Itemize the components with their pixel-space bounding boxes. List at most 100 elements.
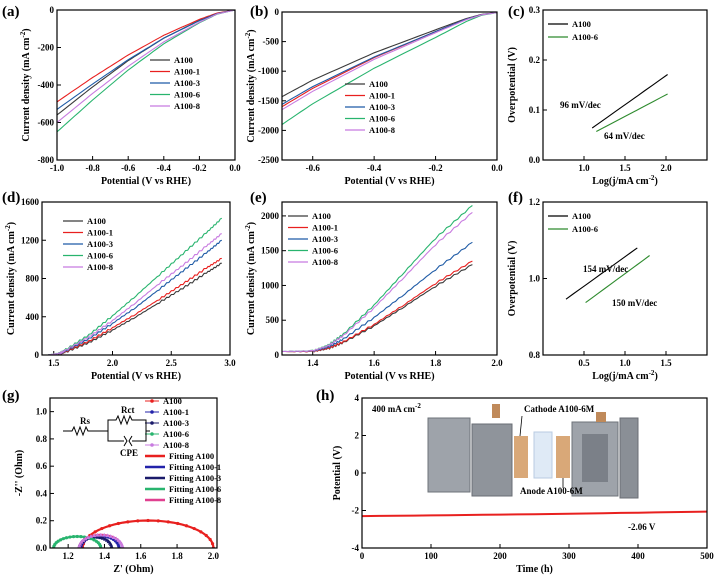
legend-label: A100-1 <box>369 91 395 101</box>
panel-c: (c) 1.0 1.5 2.0 0.0 0.1 0.2 0.3 Log(j/mA cm-2) Ov… <box>507 4 708 187</box>
y-tick-label: 0 <box>35 350 40 360</box>
legend-label: A100 <box>163 396 182 406</box>
y-tick-label: -2 <box>352 506 360 516</box>
data-point-A100-8 <box>88 534 93 538</box>
legend-label: A100-1 <box>174 67 200 77</box>
y-tick-label: 0 <box>275 7 280 17</box>
legend-label: A100-6 <box>163 429 189 439</box>
data-point-A100-8 <box>105 533 110 538</box>
legend-label: Fitting A100 <box>169 451 214 461</box>
y-tick-label: -1500 <box>258 96 279 106</box>
legend-label: Fitting A100-1 <box>169 462 221 472</box>
anode-electrode <box>556 436 570 478</box>
x-axis-title: Time (h) <box>516 564 553 575</box>
x-tick-label: -0.2 <box>428 163 443 173</box>
y-axis-title: Overpotential (V) <box>507 47 518 123</box>
legend-label: A100-3 <box>163 418 189 428</box>
circuit-label: CPE <box>120 448 138 458</box>
y-tick-label: 1600 <box>21 197 40 207</box>
data-point-A100-8 <box>98 532 103 537</box>
legend-label: A100-6 <box>87 251 113 261</box>
y-tick-label: 2 <box>355 431 360 441</box>
x-tick-label: 1.2 <box>63 551 75 561</box>
x-tick-label: -0.8 <box>85 163 100 173</box>
legend-label: A100 <box>87 216 106 226</box>
data-point-A100-6 <box>75 534 79 539</box>
x-tick-label: 2.0 <box>491 358 503 368</box>
data-point-A100-8 <box>92 533 97 538</box>
y-tick-label: 0.6 <box>36 461 48 471</box>
legend-label: A100-1 <box>163 407 189 417</box>
data-point-A100-8 <box>114 536 119 541</box>
series-line-A100-6 <box>596 93 668 132</box>
x-tick-label: 0.0 <box>491 163 503 173</box>
y-tick-label: 0.2 <box>529 55 541 65</box>
legend-label: A100-1 <box>312 223 338 233</box>
legend-label: Fitting A100-6 <box>169 484 221 494</box>
legend: A100 A100-6 <box>548 19 598 42</box>
data-point-A100-3 <box>109 544 114 548</box>
plot-area <box>591 74 668 132</box>
data-point-A100 <box>184 524 189 528</box>
x-tick-label: -0.2 <box>192 163 207 173</box>
y-tick-label: 400 <box>26 312 40 322</box>
circuit-label: Rs <box>80 416 90 426</box>
y-tick-label: 800 <box>26 274 40 284</box>
plot-area <box>565 247 650 304</box>
plot-frame <box>542 201 708 356</box>
x-tick-label: -0.6 <box>306 163 321 173</box>
current-annotation: 400 mA cm-2 <box>372 402 421 414</box>
x-tick-label: 0.0 <box>229 163 241 173</box>
series-line-A100 <box>565 247 638 300</box>
data-point-A100-3 <box>102 536 107 541</box>
legend-marker <box>150 399 154 403</box>
data-point-A100-3 <box>98 535 103 540</box>
series-line-A100-8 <box>282 12 497 111</box>
x-tick-label: 400 <box>631 551 645 561</box>
x-tick-label: 0.5 <box>578 358 590 368</box>
data-point-A100-8 <box>86 535 91 540</box>
legend-label: A100-6 <box>174 90 200 100</box>
y-axis-title: Current density (mA cm-2) <box>4 222 17 335</box>
panel-label: (d) <box>2 190 20 206</box>
x-tick-label: 2.5 <box>166 358 178 368</box>
legend-label: A100 <box>572 211 591 221</box>
plot-area <box>52 518 215 548</box>
data-point-A100 <box>199 530 203 534</box>
data-point-A100-6 <box>68 535 72 539</box>
plot-frame <box>361 397 708 549</box>
legend-label: A100-8 <box>163 440 189 450</box>
series-line-A100-8 <box>57 10 235 123</box>
data-point-A100 <box>204 533 208 538</box>
y-tick-label: -1000 <box>258 66 279 76</box>
panel-e: (e) 1.4 1.6 1.8 2.0 0 500 1000 1500 2000 Potential… <box>244 190 503 382</box>
x-tick-label: -0.4 <box>367 163 382 173</box>
data-point-A100 <box>166 520 170 524</box>
plot-frame <box>281 11 498 161</box>
legend-label: A100-3 <box>312 234 338 244</box>
panel-label: (b) <box>250 4 268 20</box>
y-tick-label: -500 <box>263 37 280 47</box>
flow-plate-left <box>471 423 513 497</box>
x-axis-title: Potential (V vs RHE) <box>101 176 191 187</box>
data-point-A100-6 <box>64 536 69 540</box>
data-point-A100-8 <box>102 532 107 537</box>
y-tick-label: 2000 <box>261 211 280 221</box>
y-tick-label: 4 <box>355 393 360 403</box>
plot-area <box>362 510 707 518</box>
panel-g: (g) 1.2 1.4 1.6 1.8 2.0 0.0 0.2 0.4 0.6 0.8 1.0 Z' (… <box>2 388 221 575</box>
y-tick-label: 1500 <box>261 246 280 256</box>
legend-label: Fitting A100-3 <box>169 473 221 483</box>
plot-frame <box>49 397 218 549</box>
data-point-A100-8 <box>108 534 113 538</box>
x-tick-label: 1.4 <box>307 358 319 368</box>
legend-label: A100-6 <box>369 114 395 124</box>
y-axis-title: Overpotential (V) <box>507 241 518 317</box>
x-tick-label: 2.0 <box>660 163 672 173</box>
panel-a: (a) -1.0 -0.8 -0.6 -0.4 -0.2 0.0 0 -200 -400 -600 -… <box>2 4 241 187</box>
data-point-A100-8 <box>77 543 82 548</box>
circuit-label: Rct <box>121 405 135 415</box>
series-line-A100-8 <box>282 211 473 353</box>
